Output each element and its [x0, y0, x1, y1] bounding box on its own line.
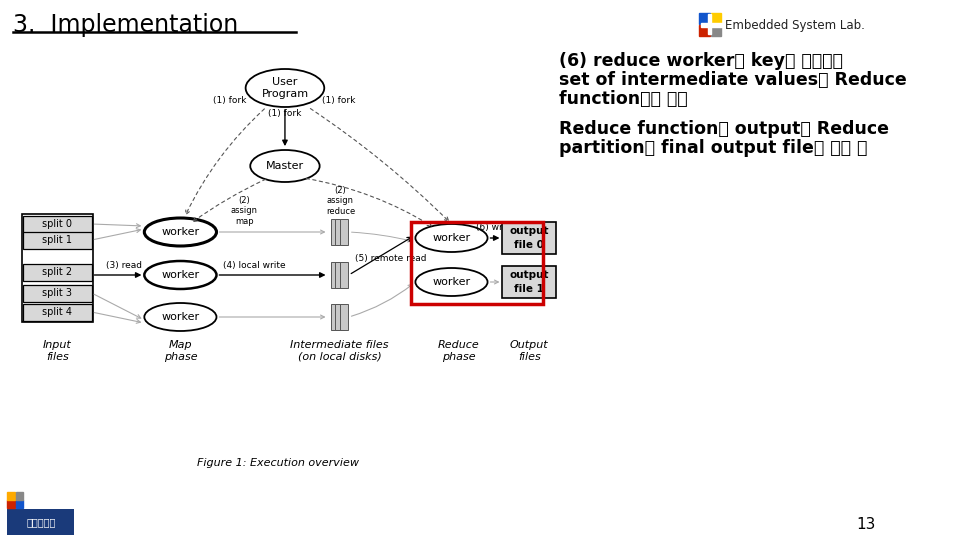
Text: Output
files: Output files [510, 340, 548, 362]
Bar [700, 13, 709, 24]
Bar [23, 215, 91, 233]
Text: (2)
assign
reduce: (2) assign reduce [325, 186, 355, 216]
Text: worker: worker [161, 312, 200, 322]
Bar [23, 285, 91, 301]
Text: (4) local write: (4) local write [223, 261, 286, 270]
Text: (1) fork: (1) fork [322, 96, 355, 105]
Ellipse shape [246, 69, 324, 107]
Text: Master: Master [266, 161, 304, 171]
Text: split 2: split 2 [42, 267, 72, 277]
Bar [340, 219, 348, 245]
Text: 3.  Implementation: 3. Implementation [12, 13, 238, 37]
Text: Map
phase: Map phase [163, 340, 197, 362]
Bar [701, 23, 724, 27]
Bar [15, 492, 23, 500]
Text: worker: worker [432, 277, 470, 287]
Text: (3) read: (3) read [106, 261, 142, 270]
Text: worker: worker [161, 227, 200, 237]
Text: User
Program: User Program [261, 77, 308, 99]
Text: (1) fork: (1) fork [268, 109, 301, 118]
Bar [8, 492, 14, 500]
Text: worker: worker [432, 233, 470, 243]
Bar [502, 222, 556, 254]
Ellipse shape [144, 261, 217, 289]
Text: 단국대학교: 단국대학교 [26, 517, 56, 527]
Bar [22, 214, 92, 322]
Ellipse shape [144, 218, 217, 246]
Text: (5) remote read: (5) remote read [354, 254, 426, 263]
Text: 13: 13 [856, 517, 876, 532]
Bar [8, 509, 74, 535]
Text: Figure 1: Execution overview: Figure 1: Execution overview [197, 458, 358, 468]
Bar [8, 500, 14, 508]
Text: worker: worker [161, 270, 200, 280]
Bar [411, 222, 543, 304]
Text: split 0: split 0 [42, 219, 72, 229]
Bar [710, 13, 721, 24]
Ellipse shape [251, 150, 320, 182]
Text: Reduce
phase: Reduce phase [438, 340, 480, 362]
Text: (1) fork: (1) fork [213, 96, 246, 105]
Bar [335, 219, 344, 245]
Text: output: output [510, 226, 549, 236]
Bar [700, 25, 709, 36]
Text: split 1: split 1 [42, 235, 72, 245]
Bar [23, 232, 91, 248]
Ellipse shape [416, 268, 488, 296]
Text: output: output [510, 270, 549, 280]
Text: file 1: file 1 [515, 284, 544, 294]
Bar [23, 303, 91, 321]
Bar [335, 304, 344, 330]
Bar [710, 25, 721, 36]
Text: file 0: file 0 [515, 240, 544, 250]
Text: (2)
assign
map: (2) assign map [230, 196, 257, 226]
Bar [331, 304, 339, 330]
Text: split 3: split 3 [42, 288, 72, 298]
Ellipse shape [144, 303, 217, 331]
Bar [340, 262, 348, 288]
Text: Reduce function의 output은 Reduce: Reduce function의 output은 Reduce [559, 120, 889, 138]
Bar [331, 262, 339, 288]
Text: split 4: split 4 [42, 307, 72, 317]
Bar [331, 219, 339, 245]
Bar [335, 262, 344, 288]
Text: function으로 전달: function으로 전달 [559, 90, 687, 108]
Text: partition의 final output file에 추가 됨: partition의 final output file에 추가 됨 [559, 139, 867, 157]
Ellipse shape [416, 224, 488, 252]
Text: (6) reduce worker는 key에 상응하는: (6) reduce worker는 key에 상응하는 [559, 52, 843, 70]
Bar [708, 14, 711, 34]
Text: Embedded System Lab.: Embedded System Lab. [726, 19, 865, 32]
Bar [340, 304, 348, 330]
Text: (6) write: (6) write [475, 223, 515, 232]
Bar [502, 266, 556, 298]
Bar [23, 264, 91, 280]
Text: Intermediate files
(on local disks): Intermediate files (on local disks) [290, 340, 389, 362]
Text: set of intermediate values를 Reduce: set of intermediate values를 Reduce [559, 71, 906, 89]
Bar [15, 500, 23, 508]
Text: Input
files: Input files [43, 340, 72, 362]
